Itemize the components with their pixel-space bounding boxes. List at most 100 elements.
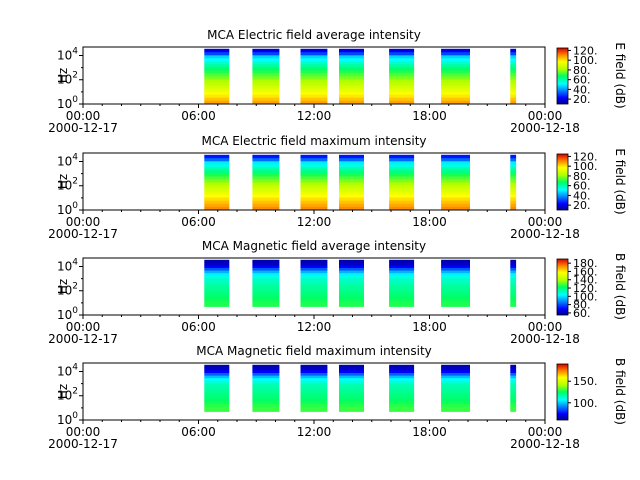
spectrum-band xyxy=(510,182,517,186)
spectrum-band xyxy=(204,383,230,386)
spectrum-band xyxy=(339,406,364,410)
spectrum-band xyxy=(252,188,280,192)
spectrum-band xyxy=(300,285,328,289)
spectrum-band xyxy=(339,293,364,297)
spectrum-band xyxy=(252,401,280,405)
spectrum-band xyxy=(252,288,280,292)
spectrum-band xyxy=(339,203,364,207)
spectrum-band xyxy=(300,265,328,268)
colorbar-tick-label: 20. xyxy=(573,93,591,106)
spectrum-band xyxy=(252,64,280,68)
spectrum-band xyxy=(441,64,470,68)
spectrum-band xyxy=(510,267,517,271)
spectrum-band xyxy=(339,51,364,56)
x-tick-time: 00:00 xyxy=(528,425,563,439)
spectrum-band xyxy=(510,380,517,384)
spectrum-band xyxy=(339,166,364,171)
y-tick-exponent: 4 xyxy=(72,362,78,372)
spectrum-band xyxy=(252,185,280,189)
spectrum-band xyxy=(339,272,364,276)
panel-title: MCA Magnetic field maximum intensity xyxy=(196,344,432,358)
spectrum-band xyxy=(252,100,280,104)
spectrum-band xyxy=(510,265,517,268)
spectrum-band xyxy=(441,259,470,263)
x-tick-time: 00:00 xyxy=(66,320,101,334)
spectrum-band xyxy=(389,188,415,192)
spectrum-band xyxy=(252,97,280,101)
spectrum-band xyxy=(510,301,517,305)
spectrum-band xyxy=(300,79,328,83)
spectrum-band xyxy=(389,185,415,189)
spectrum-band xyxy=(300,259,328,263)
colorbar-tick-label: 160. xyxy=(573,265,598,278)
spectrum-band xyxy=(252,259,280,263)
spectrum-band xyxy=(300,173,328,177)
spectrum-band xyxy=(339,170,364,174)
spectrum-band xyxy=(510,367,517,371)
spectrum-band xyxy=(389,377,415,381)
x-tick-date: 2000-12-17 xyxy=(48,437,118,451)
spectrum-band xyxy=(510,296,517,300)
spectrum-band xyxy=(252,270,280,274)
spectrum-band xyxy=(339,70,364,74)
y-tick-exponent: 0 xyxy=(72,411,78,421)
spectrum-band xyxy=(510,298,517,302)
spectrum-band xyxy=(204,54,230,59)
spectrum-band xyxy=(339,290,364,294)
spectrum-band xyxy=(510,64,517,68)
spectrum-band xyxy=(252,67,280,71)
data-block xyxy=(300,48,328,104)
spectrum-band xyxy=(339,298,364,302)
spectrum-band xyxy=(441,395,470,399)
data-block xyxy=(252,259,280,307)
spectrum-band xyxy=(300,176,328,180)
spectrum-band xyxy=(204,303,230,307)
data-block xyxy=(441,259,470,307)
spectrum-band xyxy=(389,375,415,379)
spectrum-band xyxy=(510,370,517,373)
spectrum-band xyxy=(389,88,415,92)
spectrum-band xyxy=(339,383,364,386)
spectrum-band xyxy=(441,170,470,174)
y-tick-exponent: 2 xyxy=(72,282,78,292)
spectrum-band xyxy=(252,367,280,371)
spectrum-band xyxy=(389,100,415,104)
spectrum-band xyxy=(204,301,230,305)
spectrum-band xyxy=(441,173,470,177)
spectrum-band xyxy=(204,367,230,371)
spectrum-band xyxy=(339,265,364,268)
x-tick-date: 2000-12-17 xyxy=(48,332,118,346)
spectrum-band xyxy=(510,406,517,410)
spectrum-band xyxy=(441,278,470,281)
spectrum-band xyxy=(441,188,470,192)
spectrum-band xyxy=(339,380,364,384)
spectrum-band xyxy=(204,191,230,195)
spectrum-band xyxy=(441,303,470,307)
spectrum-band xyxy=(389,301,415,305)
spectrum-band xyxy=(510,293,517,297)
spectrum-band xyxy=(252,173,280,177)
spectrum-band xyxy=(300,375,328,379)
spectrum-band xyxy=(204,57,230,62)
spectrum-band xyxy=(389,157,415,162)
spectrum-band xyxy=(441,288,470,292)
spectrum-band xyxy=(300,64,328,68)
spectrum-band xyxy=(441,275,470,279)
spectrum-band xyxy=(389,388,415,392)
spectrum-band xyxy=(389,182,415,186)
x-tick-time: 12:00 xyxy=(297,320,332,334)
spectrum-band xyxy=(252,370,280,373)
spectrum-band xyxy=(300,54,328,59)
spectrum-band xyxy=(441,70,470,74)
spectrum-band xyxy=(204,163,230,168)
spectrum-band xyxy=(510,82,517,86)
x-tick-time: 06:00 xyxy=(181,425,216,439)
spectrum-band xyxy=(389,367,415,371)
spectrum-band xyxy=(300,393,328,397)
spectrum-band xyxy=(300,388,328,392)
colorbar-tick-label: 80. xyxy=(573,170,591,183)
y-tick-base: 10 xyxy=(57,259,72,273)
spectrum-band xyxy=(441,403,470,407)
spectrum-band xyxy=(204,283,230,287)
colorbar-tick-label: 150. xyxy=(573,375,598,388)
